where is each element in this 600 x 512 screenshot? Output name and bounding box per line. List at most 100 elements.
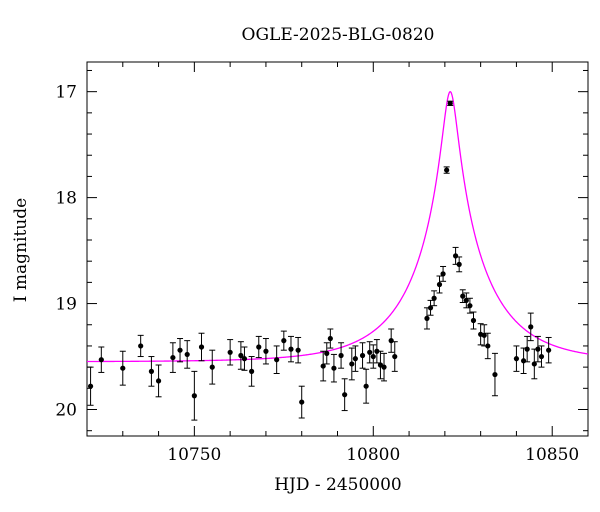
data-point-marker: [370, 353, 376, 360]
data-point: [391, 341, 398, 372]
data-point: [463, 292, 470, 309]
data-point: [209, 349, 216, 385]
data-point-marker: [98, 357, 104, 363]
data-point: [287, 335, 294, 363]
data-point-marker: [338, 352, 344, 359]
data-point-marker: [424, 315, 430, 321]
data-point-marker: [177, 347, 183, 353]
data-point-marker: [238, 352, 244, 359]
data-point: [534, 335, 541, 363]
data-point: [169, 342, 176, 373]
data-point-marker: [349, 361, 355, 367]
data-point-marker: [320, 363, 326, 369]
data-point-marker: [241, 356, 248, 362]
data-point-marker: [227, 349, 233, 355]
data-point: [491, 352, 498, 397]
data-point: [227, 339, 234, 366]
data-point: [456, 256, 463, 273]
data-point-marker: [440, 271, 446, 277]
data-point: [477, 323, 484, 346]
data-point: [352, 345, 359, 372]
data-point-marker: [546, 347, 552, 353]
data-point-marker: [249, 368, 255, 374]
data-point: [137, 334, 144, 358]
y-axis-label: I magnitude: [11, 198, 31, 302]
data-point: [381, 352, 388, 382]
data-point: [87, 366, 94, 406]
data-point: [273, 345, 280, 374]
data-point-marker: [120, 365, 126, 371]
data-point-marker: [288, 346, 294, 352]
data-point: [373, 339, 380, 364]
data-point-marker: [470, 317, 477, 324]
x-tick-label: 10800: [346, 445, 400, 465]
data-point-marker: [352, 356, 358, 362]
data-point-marker: [184, 351, 190, 358]
data-point: [431, 290, 438, 307]
data-point: [191, 370, 198, 421]
data-point-marker: [256, 344, 262, 350]
data-point: [366, 341, 373, 364]
data-point: [330, 353, 337, 383]
data-point-marker: [281, 338, 287, 344]
data-point: [388, 328, 395, 353]
data-point: [459, 289, 466, 304]
data-point: [531, 348, 538, 380]
plot-frame: [86, 61, 589, 437]
data-point: [177, 338, 184, 363]
data-point-marker: [467, 303, 473, 309]
x-tick-label: 10850: [525, 445, 579, 465]
data-point: [513, 345, 520, 372]
data-point-marker: [374, 348, 380, 354]
data-point: [237, 341, 244, 370]
data-point-marker: [299, 399, 305, 405]
data-point-marker: [460, 293, 466, 299]
data-point-marker: [492, 371, 498, 378]
data-point: [98, 346, 105, 373]
data-point: [298, 385, 305, 419]
data-point: [484, 332, 491, 360]
data-point-marker: [324, 350, 330, 356]
data-point: [520, 347, 527, 374]
data-point-marker: [363, 383, 369, 389]
data-point: [447, 100, 454, 106]
data-point-marker: [155, 378, 162, 384]
data-point-marker: [427, 305, 434, 311]
data-point: [363, 368, 370, 404]
chart-title: OGLE-2025-BLG-0820: [242, 25, 435, 45]
data-point: [341, 378, 348, 412]
data-point: [255, 335, 262, 359]
data-point-marker: [331, 365, 337, 371]
data-point: [427, 299, 434, 316]
data-point-marker: [538, 353, 545, 360]
data-point-marker: [274, 357, 280, 363]
data-point-marker: [367, 349, 373, 355]
x-tick-label: 10750: [167, 445, 221, 465]
data-point: [295, 336, 302, 364]
data-point-marker: [170, 354, 176, 361]
y-tick-label: 19: [55, 295, 77, 315]
data-point-marker: [456, 261, 462, 267]
data-point: [370, 344, 377, 369]
y-tick-label: 17: [55, 83, 77, 103]
model-curve: [87, 91, 589, 363]
data-point: [545, 336, 552, 364]
y-tick-label: 18: [55, 189, 77, 209]
data-point: [359, 342, 366, 369]
data-point: [262, 338, 269, 365]
data-point: [338, 342, 345, 369]
data-point: [327, 328, 334, 349]
data-point-marker: [381, 364, 387, 370]
data-point: [280, 330, 287, 351]
data-point: [248, 356, 255, 387]
data-point-marker: [295, 347, 301, 353]
data-point: [155, 364, 162, 398]
data-point: [198, 332, 205, 362]
data-point: [466, 297, 473, 314]
data-point-marker: [87, 383, 94, 389]
data-point-marker: [463, 297, 469, 303]
data-point-marker: [447, 100, 453, 106]
data-point-marker: [520, 358, 527, 364]
data-point: [241, 346, 248, 371]
data-point-marker: [388, 338, 394, 344]
